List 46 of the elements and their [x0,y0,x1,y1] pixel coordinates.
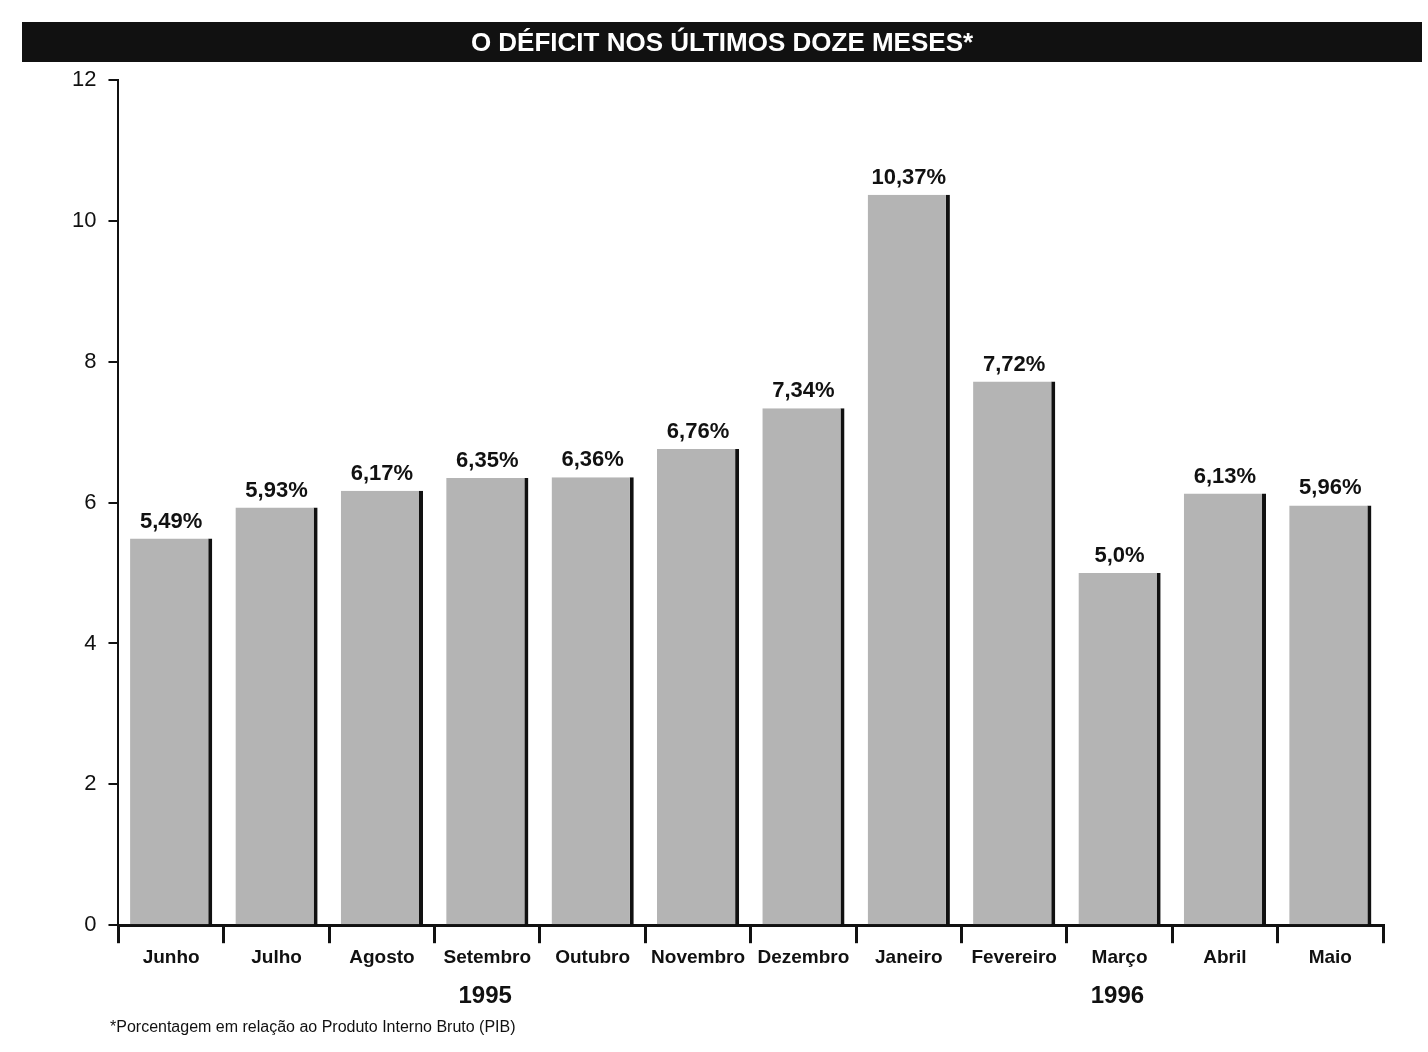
bar [551,477,630,925]
bar [446,477,525,925]
x-tick-label: Novembro [651,945,746,967]
data-label: 6,76% [666,418,730,444]
x-tick-label: Dezembro [757,945,850,967]
data-label: 6,36% [561,446,624,472]
data-label: 6,35% [456,447,519,473]
x-tick-label: Agosto [349,945,415,967]
bar [130,538,209,925]
bar [973,381,1052,925]
x-tick-label: Outubro [555,945,631,967]
data-label: 6,17% [350,459,414,485]
y-tick-label: 8 [84,347,97,373]
data-label: 7,72% [982,350,1046,376]
data-label: 5,93% [245,476,308,502]
bar [762,408,841,925]
bar [1183,493,1263,925]
bar [1078,573,1157,925]
bar [656,449,736,925]
y-tick-label: 10 [71,206,97,232]
x-tick-label: Janeiro [875,945,943,967]
data-label: 5,49% [139,507,203,533]
x-tick-label: Junho [142,945,200,967]
y-tick-label: 0 [84,911,97,937]
x-tick-label: Maio [1308,945,1352,967]
bar [1289,505,1368,925]
x-tick-label: Abril [1203,945,1247,967]
y-tick-label: 12 [71,66,97,92]
x-tick-label: Março [1091,945,1148,967]
data-label: 10,37% [871,163,947,189]
data-label: 6,13% [1193,462,1257,488]
y-tick-label: 2 [84,770,97,796]
text: *Porcentagem em relação ao Produto Interno Bruto (PIB) [110,1018,516,1036]
data-label: 5,0% [1094,542,1145,568]
text: 1996 [1090,980,1145,1008]
bar [235,507,314,925]
data-label: 5,96% [1299,474,1362,500]
y-tick-label: 4 [84,629,97,655]
y-tick-label: 6 [84,488,97,514]
chart-title: O DÉFICIT NOS ÚLTIMOS DOZE MESES* [22,22,1422,62]
x-tick-label: Fevereiro [971,945,1057,967]
bar [867,194,946,925]
text: 1995 [458,980,512,1008]
x-tick-label: Setembro [443,945,532,967]
data-label: 7,34% [772,377,835,403]
x-tick-label: Julho [251,945,302,967]
